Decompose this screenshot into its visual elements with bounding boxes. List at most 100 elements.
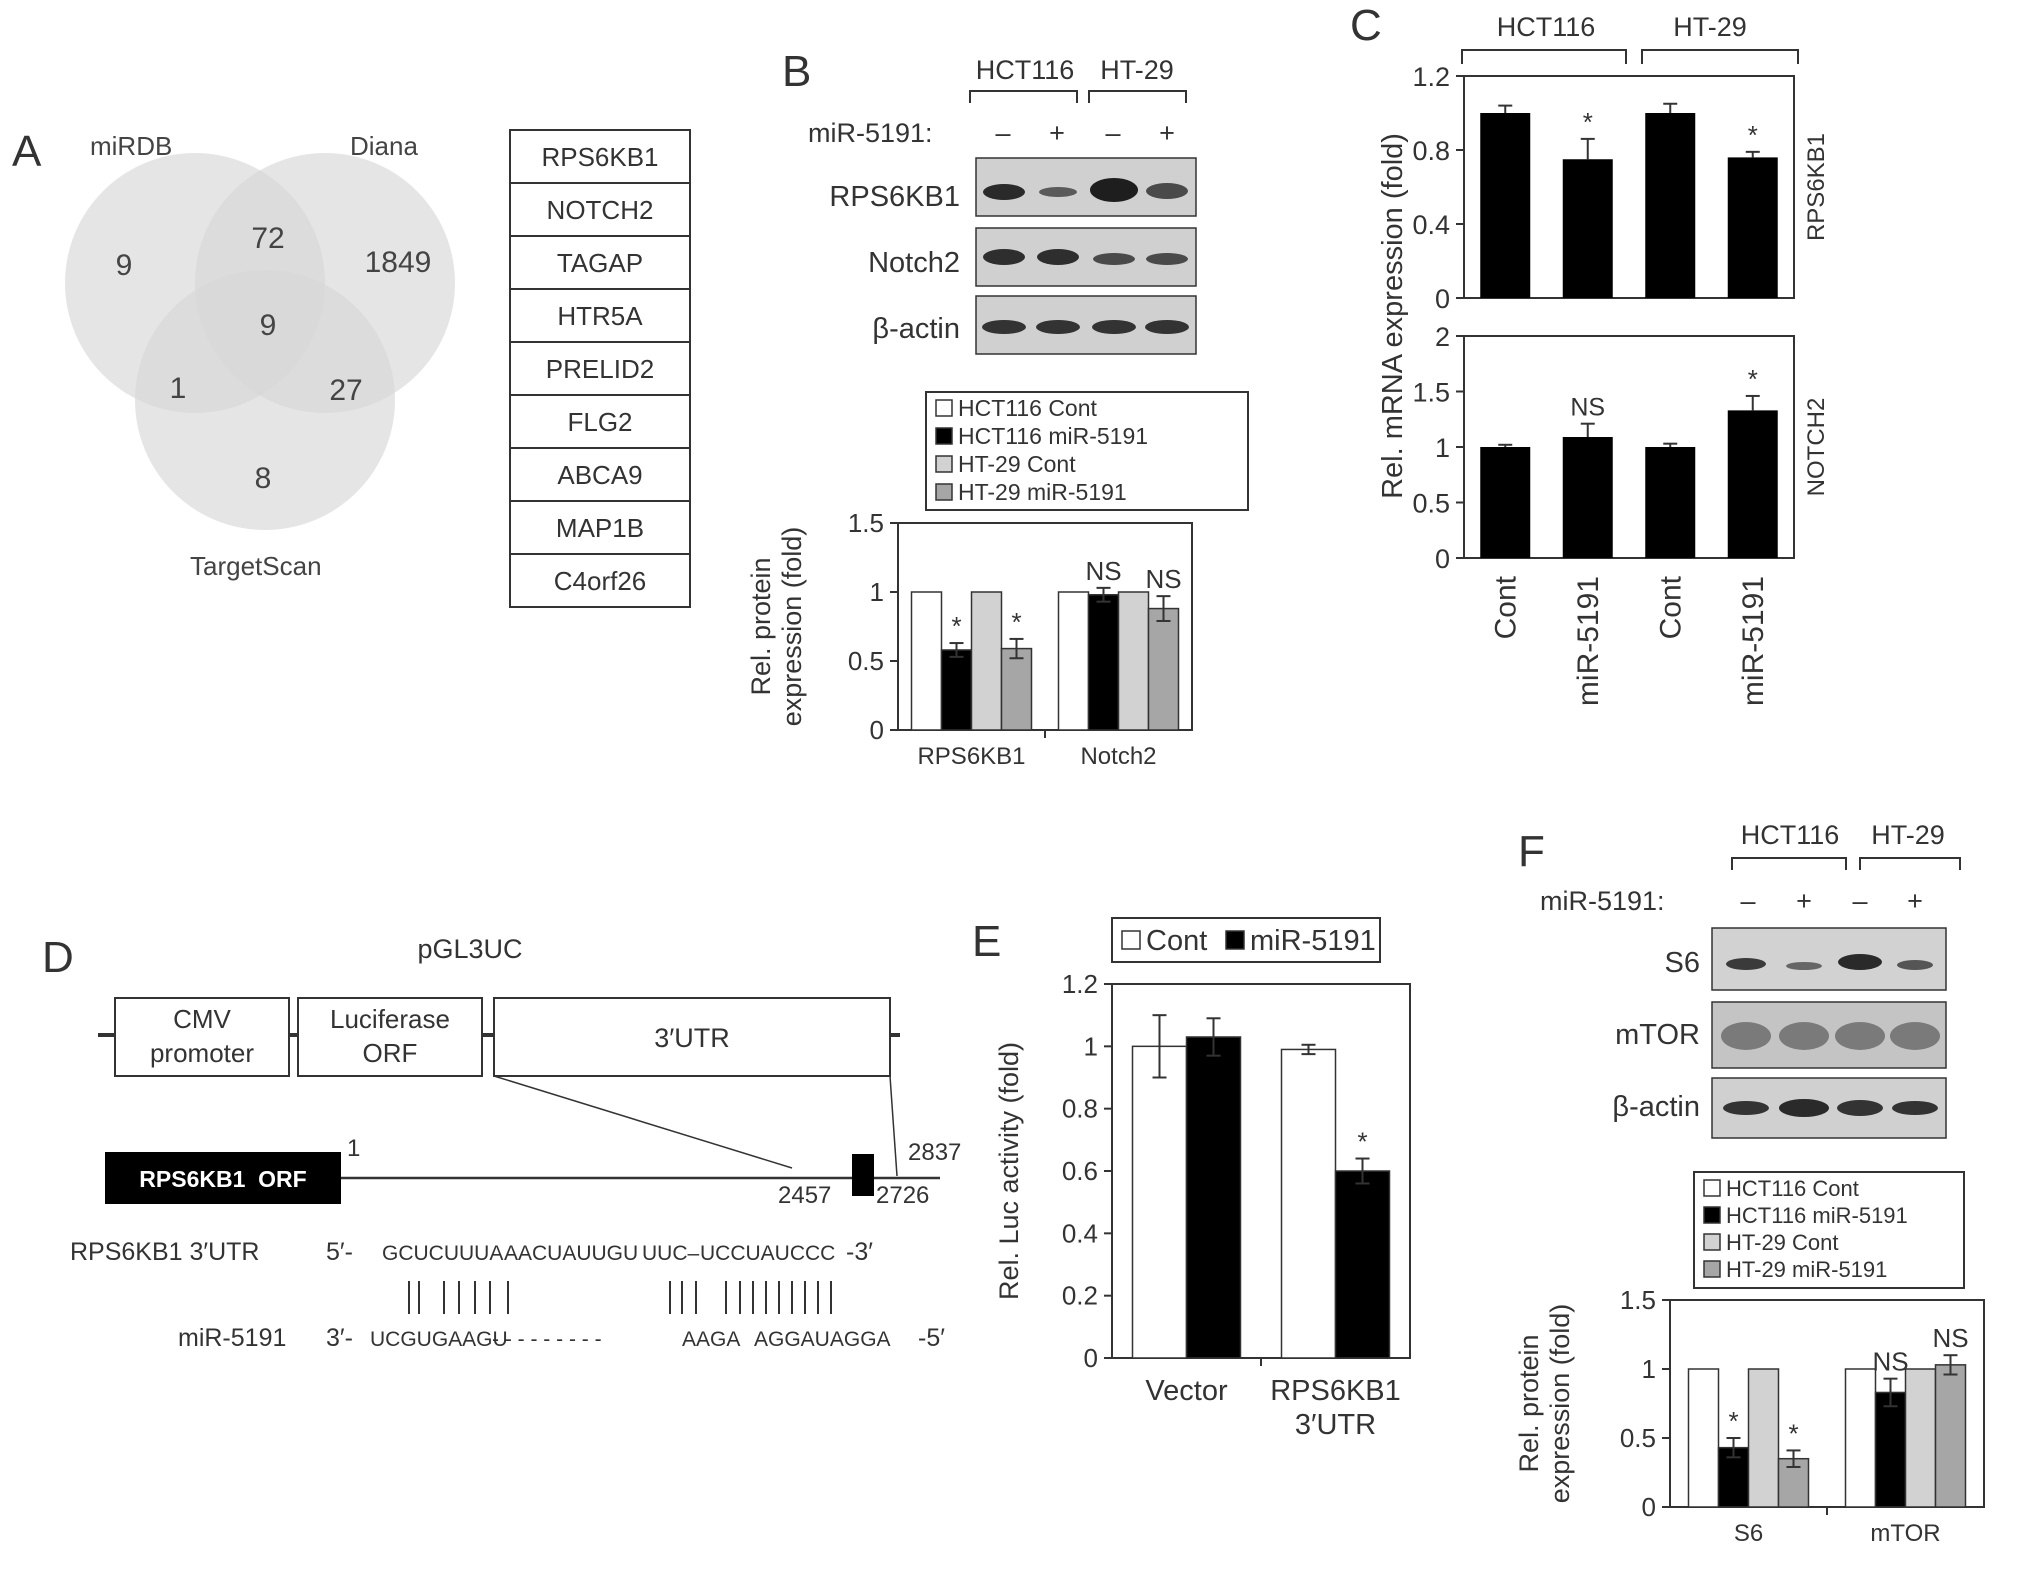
chart-c: HCT116 HT-29 0 0.4 0.8 1.2 * * RPS6KB1 0 0.5 1 1.5 2 N… (1377, 12, 1830, 706)
legend-swatch (935, 399, 953, 417)
legend-label: HCT116 miR-5191 (958, 423, 1148, 449)
x-tick-label: RPS6KB1 (917, 743, 1025, 770)
bar (1087, 594, 1120, 731)
gene-list-item: TAGAP (557, 248, 643, 278)
bar (1874, 1391, 1907, 1508)
x-tick-label: Vector (1145, 1375, 1228, 1407)
mir-seq-label: miR-5191 (178, 1324, 286, 1352)
venn-count-mirdb-targetscan: 1 (170, 372, 187, 405)
significance-label: NS (1085, 556, 1121, 586)
utr-seq-label: RPS6KB1 3′UTR (70, 1238, 259, 1266)
base-pair-lines (408, 1281, 832, 1314)
utr-seq-1: GCUCUUUA (382, 1242, 503, 1265)
venn-label-mirdb: miRDB (90, 131, 172, 161)
legend-box (1111, 917, 1381, 963)
y-axis-label: expression (fold) (777, 527, 807, 727)
panel-c-figure: HCT116 HT-29 0 0.4 0.8 1.2 * * RPS6KB1 0 0.5 1 1.5 2 N… (1377, 12, 1830, 706)
bar (1480, 447, 1531, 558)
rps6kb1-orf-bar (105, 1152, 341, 1204)
blot-f-row-label-2: mTOR (1615, 1019, 1700, 1051)
y-tick-label: 0 (870, 715, 884, 745)
cmv-promoter-box (114, 997, 290, 1077)
significance-label: * (1748, 364, 1758, 394)
legend-label: HT-29 miR-5191 (1726, 1257, 1887, 1282)
western-blot-f: HCT116 HT-29 miR-5191: – + – + S6 mTOR β… (1540, 820, 1961, 1139)
gene-list-item: FLG2 (567, 407, 632, 437)
significance-label: * (1748, 120, 1758, 150)
venn-circle-targetscan (135, 270, 395, 530)
bar (1280, 1048, 1337, 1359)
gene-list-item: NOTCH2 (547, 195, 654, 225)
bar (940, 649, 973, 731)
legend-swatch (935, 483, 953, 501)
gene-side-label: RPS6KB1 (1803, 133, 1830, 241)
panel-e-figure: Cont miR-5191 0 0.2 0.4 0.6 0.8 1 1.2 Vector * RPS6… (994, 917, 1411, 1441)
utr-box-label: 3′UTR (654, 1023, 730, 1053)
band (1721, 1022, 1771, 1050)
venn-label-diana: Diana (350, 131, 418, 161)
pos-start: 1 (347, 1135, 360, 1162)
venn-diagram: miRDB Diana TargetScan 9 1849 8 72 1 27 … (65, 129, 691, 608)
band (1835, 1022, 1885, 1050)
blot-b-lane-mark-4: + (1159, 118, 1175, 148)
significance-label: NS (1570, 394, 1605, 422)
y-tick-label: 1 (1435, 433, 1450, 463)
vector-name: pGL3UC (417, 934, 522, 964)
venn-count-all-three: 9 (260, 309, 277, 342)
bar (1131, 1045, 1188, 1359)
bar (1844, 1368, 1877, 1508)
legend-label: HT-29 Cont (1726, 1230, 1839, 1255)
gene-list-item: HTR5A (557, 301, 643, 331)
mir-seq-2: - - - - - - - - - (492, 1328, 602, 1351)
gene-list-item: ABCA9 (557, 460, 642, 490)
significance-label: * (1357, 1127, 1367, 1157)
luciferase-orf-box (297, 997, 483, 1077)
y-tick-label: 0.8 (1062, 1094, 1098, 1124)
panel-b-figure: HCT116 HT-29 miR-5191: – + – + RPS6KB1 N… (746, 55, 1249, 770)
x-tick-label: Notch2 (1080, 743, 1156, 770)
legend-box (1693, 1171, 1965, 1289)
legend-swatch (1121, 930, 1141, 950)
band (1093, 253, 1135, 265)
gene-list-table: RPS6KB1 NOTCH2 TAGAP HTR5A PRELID2 FLG2 ABCA9 M… (509, 129, 691, 608)
y-tick-label: 1.5 (848, 508, 884, 538)
x-tick-label: Cont (1489, 575, 1522, 639)
legend-swatch (935, 427, 953, 445)
y-tick-label: 0.8 (1412, 136, 1450, 166)
venn-count-mirdb-only: 9 (116, 249, 133, 282)
bar (1562, 159, 1613, 298)
blot-b-lane-mark-2: + (1049, 118, 1065, 148)
y-tick-label: 0.5 (1412, 489, 1450, 519)
legend-swatch (1703, 1206, 1721, 1224)
legend-label: HT-29 Cont (958, 451, 1076, 477)
x-tick-label: 3′UTR (1295, 1409, 1376, 1441)
y-axis-label: Rel. protein (1514, 1334, 1544, 1472)
panel-a: miRDB Diana TargetScan 9 1849 8 72 1 27 … (0, 0, 720, 620)
legend-label: HT-29 miR-5191 (958, 479, 1127, 505)
y-tick-label: 1 (870, 577, 884, 607)
western-blot-b: HCT116 HT-29 miR-5191: – + – + RPS6KB1 N… (808, 55, 1197, 355)
y-tick-label: 0.5 (1620, 1423, 1656, 1453)
y-axis-label: Rel. Luc activity (fold) (994, 1042, 1024, 1300)
bar (1000, 647, 1033, 731)
legend-swatch (1703, 1179, 1721, 1197)
blot-f-lane-mark-2: + (1796, 886, 1812, 916)
y-axis-label: expression (fold) (1545, 1304, 1575, 1504)
x-tick-label: mTOR (1870, 1520, 1940, 1547)
significance-label: * (1011, 607, 1021, 637)
blot-b-row-label-1: RPS6KB1 (829, 181, 960, 213)
panel-f-figure: HCT116 HT-29 miR-5191: – + – + S6 mTOR β… (1514, 820, 1985, 1547)
x-tick-label: miR-5191 (1572, 576, 1605, 706)
band (1723, 1101, 1769, 1115)
x-tick-label: Cont (1654, 575, 1687, 639)
pos-site-start: 2457 (778, 1182, 831, 1209)
cmv-box-line1: CMV (173, 1004, 231, 1034)
x-tick-label: S6 (1734, 1520, 1763, 1547)
legend-swatch (1703, 1260, 1721, 1278)
band (1890, 1022, 1940, 1050)
bar (1117, 591, 1150, 731)
y-tick-label: 1 (1084, 1031, 1098, 1061)
band (1838, 954, 1882, 970)
